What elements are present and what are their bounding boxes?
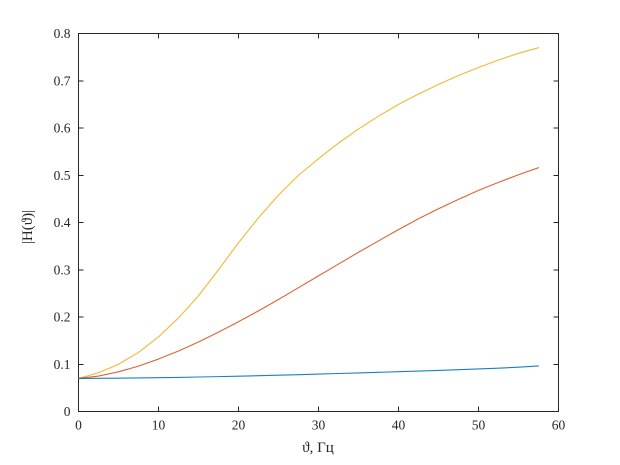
y-tick-label: 0.4	[54, 215, 71, 230]
x-tick-label: 50	[472, 418, 486, 433]
upper-curve-line	[77, 47, 540, 379]
series-lines	[77, 47, 540, 379]
x-tick-label: 30	[312, 418, 326, 433]
x-axis-label: ϑ, Гц	[302, 440, 334, 456]
y-tick-label: 0.5	[54, 168, 71, 183]
y-tick-label: 0.7	[54, 73, 71, 88]
axes-box	[78, 33, 559, 412]
middle-curve-line	[77, 167, 540, 379]
y-tick-label: 0.6	[54, 121, 71, 136]
x-tick-label: 40	[392, 418, 406, 433]
lower-curve-line	[77, 365, 540, 379]
y-tick-label: 0	[64, 404, 71, 419]
x-tick-label: 60	[552, 418, 566, 433]
tick-labels: 0 10 20 30 40 50 60 0 0.1 0.2 0.3 0.4 0.5 0.6 0.7 0.8	[54, 26, 566, 433]
y-tick-label: 0.1	[54, 357, 71, 372]
x-tick-label: 10	[152, 418, 166, 433]
x-tick-label: 0	[75, 418, 82, 433]
y-tick-label: 0.8	[54, 26, 71, 41]
y-tick-label: 0.3	[54, 262, 71, 277]
y-tick-label: 0.2	[54, 310, 71, 325]
x-tick-label: 20	[232, 418, 246, 433]
y-axis-label: |H(ϑ)|	[20, 209, 36, 245]
axis-ticks	[78, 33, 559, 412]
